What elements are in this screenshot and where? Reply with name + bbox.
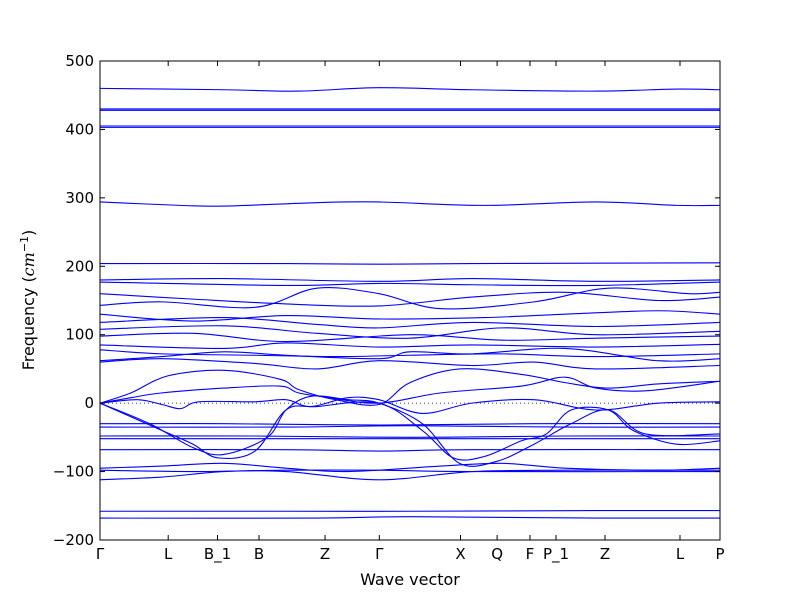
x-tick-label: B_1 <box>204 545 231 564</box>
x-tick-label: Z <box>320 545 330 563</box>
band-line-18 <box>100 347 720 362</box>
x-axis-label: Wave vector <box>360 570 460 589</box>
band-line-32 <box>100 469 720 481</box>
band-line-10 <box>100 291 720 307</box>
y-tick-label: 0 <box>84 394 94 412</box>
x-tick-label: L <box>164 545 173 563</box>
x-tick-label: X <box>455 545 465 563</box>
x-tick-label: Γ <box>375 545 384 563</box>
y-axis-label-close: ) <box>19 230 38 236</box>
band-line-25 <box>100 435 720 438</box>
y-tick-label: 200 <box>65 257 94 275</box>
band-line-1 <box>100 87 720 92</box>
y-tick-label: −200 <box>53 531 94 549</box>
x-tick-label: P <box>715 545 724 563</box>
y-tick-label: −100 <box>53 463 94 481</box>
x-tick-label: L <box>676 545 685 563</box>
y-axis-label-exponent: −1 <box>18 236 31 252</box>
band-line-12 <box>100 310 720 322</box>
band-line-22 <box>100 396 720 414</box>
band-line-28 <box>100 395 720 467</box>
band-line-29 <box>100 449 720 452</box>
x-tick-label: F <box>526 545 535 563</box>
band-line-24 <box>100 425 720 428</box>
y-tick-label: 100 <box>65 326 94 344</box>
y-axis-label-text: Frequency ( <box>19 276 38 370</box>
band-line-14 <box>100 325 720 339</box>
y-tick-label: 400 <box>65 120 94 138</box>
band-line-8 <box>100 278 720 282</box>
y-tick-label: 500 <box>65 52 94 70</box>
x-axis-ticks: Γ L B_1 B Z Γ X Q F P_1 Z L P <box>96 61 725 564</box>
x-tick-label: B <box>254 545 264 563</box>
band-line-7 <box>100 262 720 265</box>
y-axis-label-unit: cm <box>19 252 38 276</box>
band-line-20 <box>100 368 720 406</box>
x-tick-label: Γ <box>96 545 105 563</box>
band-line-15 <box>100 332 720 343</box>
plot-frame <box>99 60 721 541</box>
band-line-33 <box>100 509 720 512</box>
band-line-13 <box>100 317 720 329</box>
y-tick-label: 300 <box>65 189 94 207</box>
y-axis-label: Frequency (cm−1) <box>18 230 38 371</box>
band-line-31 <box>100 469 720 473</box>
x-tick-label: Q <box>491 545 503 563</box>
band-line-19 <box>100 358 720 370</box>
band-line-6 <box>100 201 720 207</box>
x-tick-label: Z <box>600 545 610 563</box>
y-axis-ticks: −200 −100 0 100 200 300 400 500 <box>53 52 720 549</box>
band-line-34 <box>100 516 720 519</box>
band-line-23 <box>100 423 720 426</box>
band-line-9 <box>100 281 720 287</box>
band-line-16 <box>100 342 720 349</box>
band-line-11 <box>100 287 720 310</box>
plot-area <box>100 87 720 519</box>
x-tick-label: P_1 <box>543 545 569 564</box>
